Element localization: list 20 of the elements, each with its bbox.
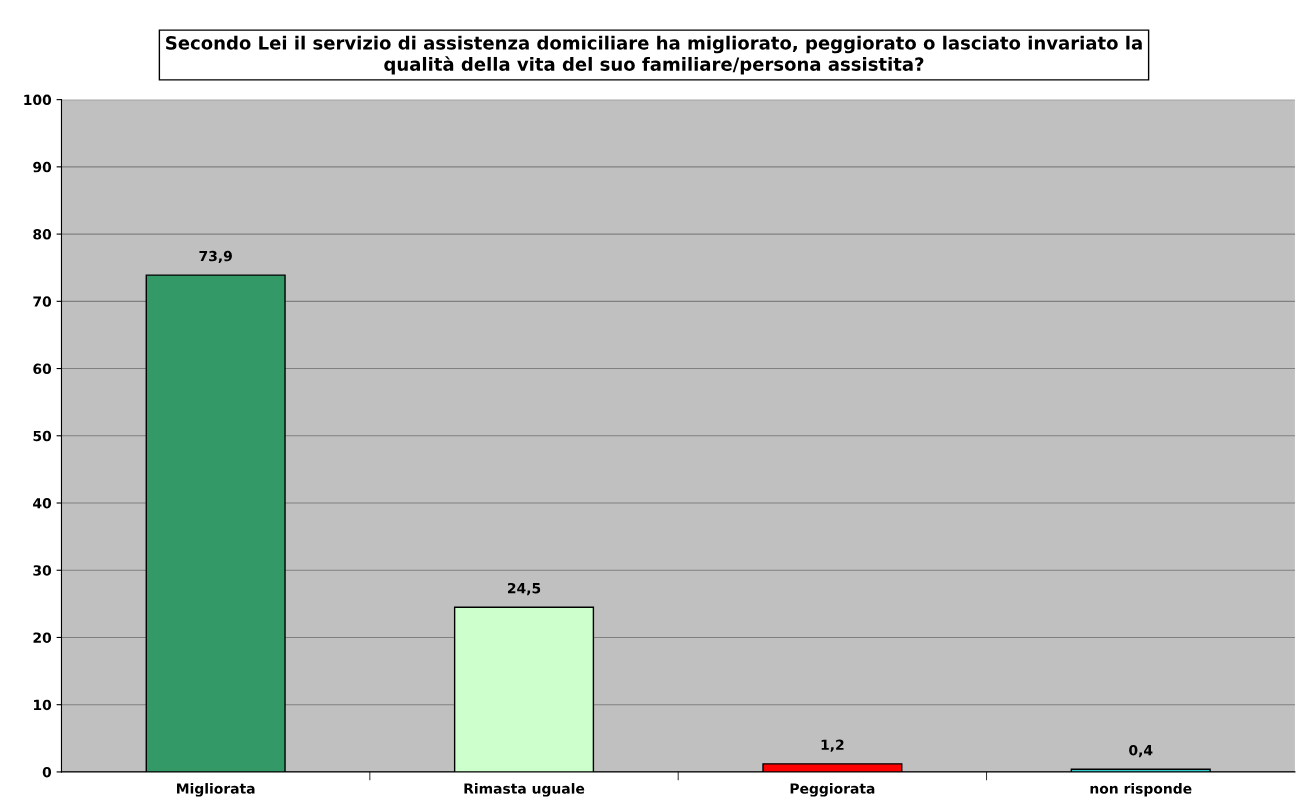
y-tick-label: 10 [33,699,52,711]
x-tick-label: Migliorata [177,783,255,797]
x-tick-label: Rimasta uguale [464,783,585,797]
chart-title: Secondo Lei il servizio di assistenza domiciliare ha migliorato, peggiorato o lasciato invariato la qualità della vita del suo familiare/persona assistita? [166,35,1142,75]
data-label: 73,9 [199,250,232,264]
y-tick-label: 80 [33,229,52,240]
y-tick-label: 60 [33,363,52,375]
y-tick-label: 40 [33,497,52,509]
x-tick-label: Peggiorata [790,783,875,797]
y-tick-label: 70 [33,296,52,307]
data-label: 0,4 [1129,744,1153,758]
y-tick-label: 20 [33,632,52,643]
x-tick-label: non risponde [1090,783,1192,797]
data-label: 1,2 [821,739,844,752]
y-tick-label: 30 [33,565,52,576]
y-tick-label: 0 [42,766,52,778]
data-label: 24,5 [507,582,541,596]
y-tick-label: 90 [33,161,52,173]
y-tick-label: 50 [33,430,52,442]
y-tick-label: 100 [24,94,52,106]
